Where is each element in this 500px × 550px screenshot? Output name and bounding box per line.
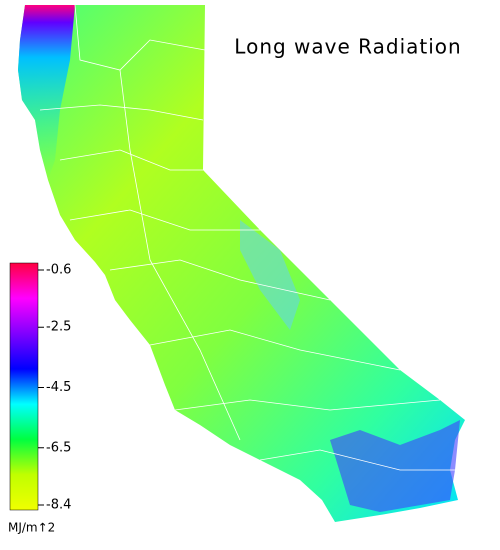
colorbar [9, 262, 39, 511]
colorbar-tick-label: -4.5 [46, 380, 71, 395]
colorbar-unit: MJ/m↑2 [8, 521, 55, 535]
colorbar-tick-label: -8.4 [46, 498, 71, 513]
county-lines [39, 4, 458, 471]
southern-mountains [330, 420, 460, 512]
state-shape [18, 5, 465, 522]
colorbar-tick-label: -6.5 [46, 440, 71, 455]
colorbar-tick-label: -0.6 [46, 263, 71, 278]
colorbar-tick-label: -2.5 [46, 320, 71, 335]
north-coast-band [18, 5, 75, 180]
sierra-band [240, 220, 300, 330]
map-title: Long wave Radiation [234, 35, 461, 59]
california [18, 4, 465, 522]
